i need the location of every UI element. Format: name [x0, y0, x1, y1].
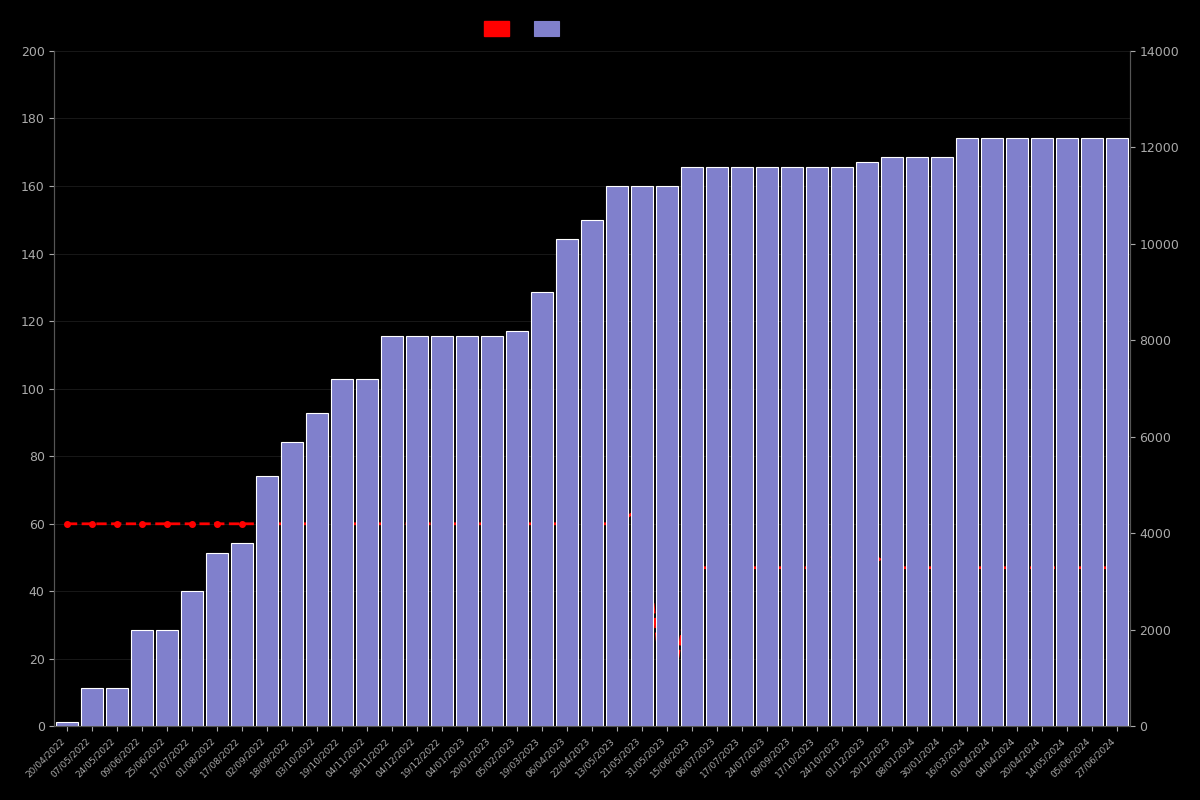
Bar: [82, 688, 102, 726]
Bar: [506, 330, 528, 726]
Bar: [982, 138, 1003, 726]
Bar: [481, 335, 503, 726]
Bar: [156, 630, 178, 726]
Bar: [1032, 138, 1052, 726]
Bar: [731, 166, 752, 726]
Bar: [781, 166, 803, 726]
Bar: [857, 162, 877, 726]
Bar: [682, 166, 703, 726]
Bar: [107, 688, 127, 726]
Bar: [631, 186, 653, 726]
Bar: [557, 239, 577, 726]
Bar: [656, 186, 678, 726]
Bar: [906, 157, 928, 726]
Bar: [806, 166, 828, 726]
Bar: [606, 186, 628, 726]
Bar: [456, 335, 478, 726]
Bar: [1007, 138, 1027, 726]
Bar: [257, 475, 277, 726]
Bar: [232, 543, 252, 726]
Legend: , : ,: [480, 18, 575, 40]
Bar: [407, 335, 427, 726]
Bar: [581, 220, 602, 726]
Bar: [56, 722, 78, 726]
Bar: [306, 413, 328, 726]
Bar: [281, 442, 302, 726]
Bar: [181, 591, 203, 726]
Bar: [931, 157, 953, 726]
Bar: [532, 292, 553, 726]
Bar: [331, 379, 353, 726]
Bar: [756, 166, 778, 726]
Bar: [882, 157, 902, 726]
Bar: [1056, 138, 1078, 726]
Bar: [1106, 138, 1128, 726]
Bar: [382, 335, 403, 726]
Bar: [131, 630, 152, 726]
Bar: [832, 166, 853, 726]
Bar: [956, 138, 978, 726]
Bar: [206, 553, 228, 726]
Bar: [431, 335, 452, 726]
Bar: [1081, 138, 1103, 726]
Bar: [707, 166, 727, 726]
Bar: [356, 379, 378, 726]
